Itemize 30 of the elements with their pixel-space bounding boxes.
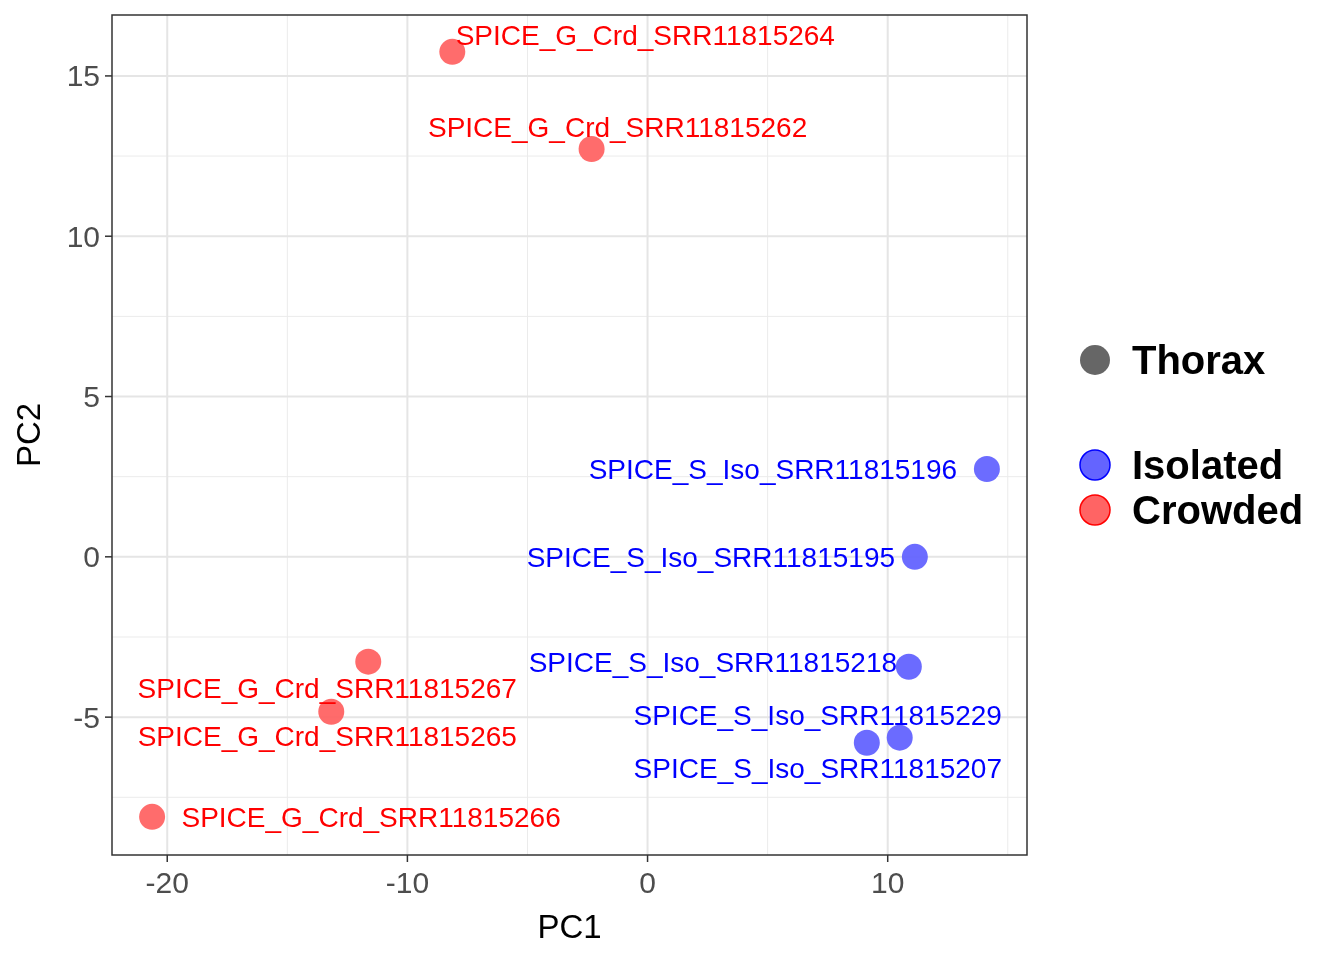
- annotation: SPICE_S_Iso_SRR11815195: [526, 542, 896, 574]
- x-tick-label: -20: [145, 866, 189, 899]
- point: [973, 455, 1000, 482]
- y-tick-label: 0: [83, 540, 100, 574]
- y-tick-label: 5: [83, 380, 100, 414]
- point: [901, 543, 928, 570]
- annotation: SPICE_G_Crd_SRR11815264: [455, 20, 835, 52]
- legend-title: Thorax: [1132, 338, 1266, 382]
- legend-label: Crowded: [1132, 488, 1304, 532]
- legend-label: Isolated: [1132, 443, 1284, 487]
- annotation: SPICE_G_Crd_SRR11815267: [137, 673, 517, 705]
- x-tick-label: 0: [639, 866, 656, 899]
- x-tick-label: -10: [385, 866, 430, 899]
- y-axis-title: PC2: [10, 402, 47, 468]
- x-tick-label: 10: [871, 866, 905, 899]
- y-tick-label: 10: [66, 219, 100, 253]
- annotation: SPICE_G_Crd_SRR11815266: [181, 802, 561, 834]
- annotation: SPICE_G_Crd_SRR11815265: [137, 721, 517, 753]
- y-tick-label: 15: [66, 59, 100, 93]
- y-tick-label: -5: [73, 700, 100, 734]
- point: [355, 648, 382, 675]
- annotation: SPICE_S_Iso_SRR11815196: [588, 454, 958, 486]
- annotation: SPICE_S_Iso_SRR11815207: [633, 753, 1003, 785]
- x-axis-title: PC1: [537, 908, 602, 945]
- point: [853, 729, 880, 756]
- annotation: SPICE_S_Iso_SRR11815218: [528, 647, 898, 679]
- annotation: SPICE_S_Iso_SRR11815229: [633, 700, 1002, 732]
- annotation: SPICE_G_Crd_SRR11815262: [427, 111, 808, 143]
- point: [895, 653, 922, 680]
- point: [139, 803, 166, 830]
